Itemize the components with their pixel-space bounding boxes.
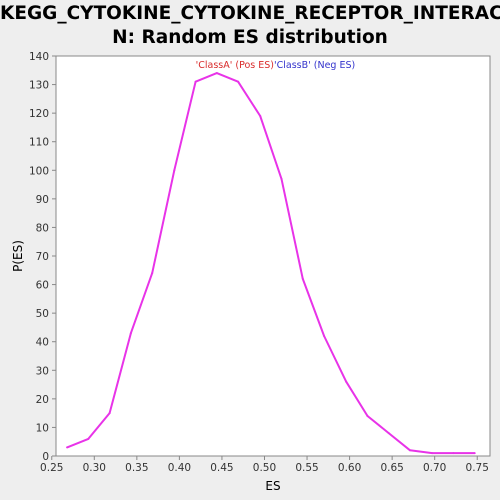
- x-tick-label: 0.70: [423, 462, 446, 474]
- x-tick-label: 0.35: [125, 462, 148, 474]
- data-point: [108, 412, 111, 415]
- y-tick-label: 130: [29, 80, 49, 92]
- series-line: [66, 72, 475, 455]
- x-tick-label: 0.30: [83, 462, 106, 474]
- data-point: [259, 115, 262, 117]
- x-tick-label: 0.65: [380, 462, 403, 474]
- y-tick-label: 110: [29, 137, 49, 149]
- plot-frame: [55, 55, 491, 457]
- y-tick-label: 40: [36, 337, 49, 349]
- x-tick-label: 0.50: [253, 462, 276, 474]
- legend: 'ClassA' (Pos ES) 'ClassB' (Neg ES): [196, 60, 356, 71]
- y-tick-label: 60: [36, 280, 49, 292]
- y-tick-label: 70: [36, 251, 49, 263]
- x-tick-label: 0.55: [295, 462, 318, 474]
- data-point: [452, 452, 455, 455]
- legend-item-classa: 'ClassA' (Pos ES): [196, 60, 274, 71]
- y-tick-label: 50: [36, 308, 49, 320]
- data-point: [431, 452, 434, 455]
- x-tick-label: 0.45: [210, 462, 233, 474]
- y-tick-label: 10: [36, 422, 49, 434]
- data-point: [194, 80, 197, 83]
- data-point: [345, 380, 348, 383]
- y-tick-label: 140: [29, 51, 49, 63]
- data-point: [237, 80, 240, 83]
- y-axis-title: P(ES): [11, 240, 25, 272]
- y-tick-label: 30: [36, 365, 49, 377]
- data-point: [323, 335, 326, 337]
- x-axis-title: ES: [265, 479, 280, 493]
- data-point: [366, 415, 369, 417]
- y-tick-label: 0: [42, 451, 49, 463]
- data-point: [387, 432, 390, 435]
- y-axis: 0 10 20 30 40 50 60 70 80 90 100 110 120 130 140: [29, 51, 56, 463]
- data-point: [87, 437, 90, 440]
- data-point: [129, 332, 132, 335]
- chart-title-line-1: KEGG_CYTOKINE_CYTOKINE_RECEPTOR_INTERACT…: [0, 3, 500, 24]
- data-point: [215, 72, 218, 75]
- x-tick-label: 0.75: [466, 462, 489, 474]
- y-tick-label: 120: [29, 108, 49, 120]
- data-point: [66, 446, 69, 449]
- data-point: [173, 169, 176, 172]
- y-tick-label: 20: [36, 394, 49, 406]
- y-tick-label: 100: [29, 165, 49, 177]
- x-tick-label: 0.25: [40, 462, 63, 474]
- x-tick-label: 0.40: [168, 462, 191, 474]
- data-point: [473, 452, 476, 455]
- series-layer: [66, 72, 476, 455]
- data-point: [280, 177, 283, 180]
- y-tick-label: 90: [36, 194, 49, 206]
- data-point: [151, 272, 154, 275]
- legend-item-classb: 'ClassB' (Neg ES): [274, 60, 355, 71]
- x-tick-label: 0.60: [338, 462, 361, 474]
- y-tick-label: 80: [36, 222, 49, 234]
- x-axis: 0.25 0.30 0.35 0.40 0.45 0.50 0.55 0.60 0.65 0.70…: [40, 456, 489, 474]
- data-point: [409, 449, 412, 452]
- chart-title-line-2: N: Random ES distribution: [112, 27, 388, 48]
- data-point: [301, 277, 304, 280]
